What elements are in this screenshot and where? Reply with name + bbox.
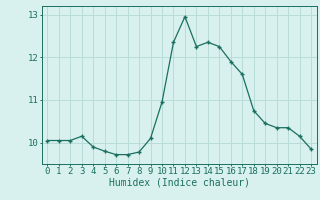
X-axis label: Humidex (Indice chaleur): Humidex (Indice chaleur) [109, 178, 250, 188]
